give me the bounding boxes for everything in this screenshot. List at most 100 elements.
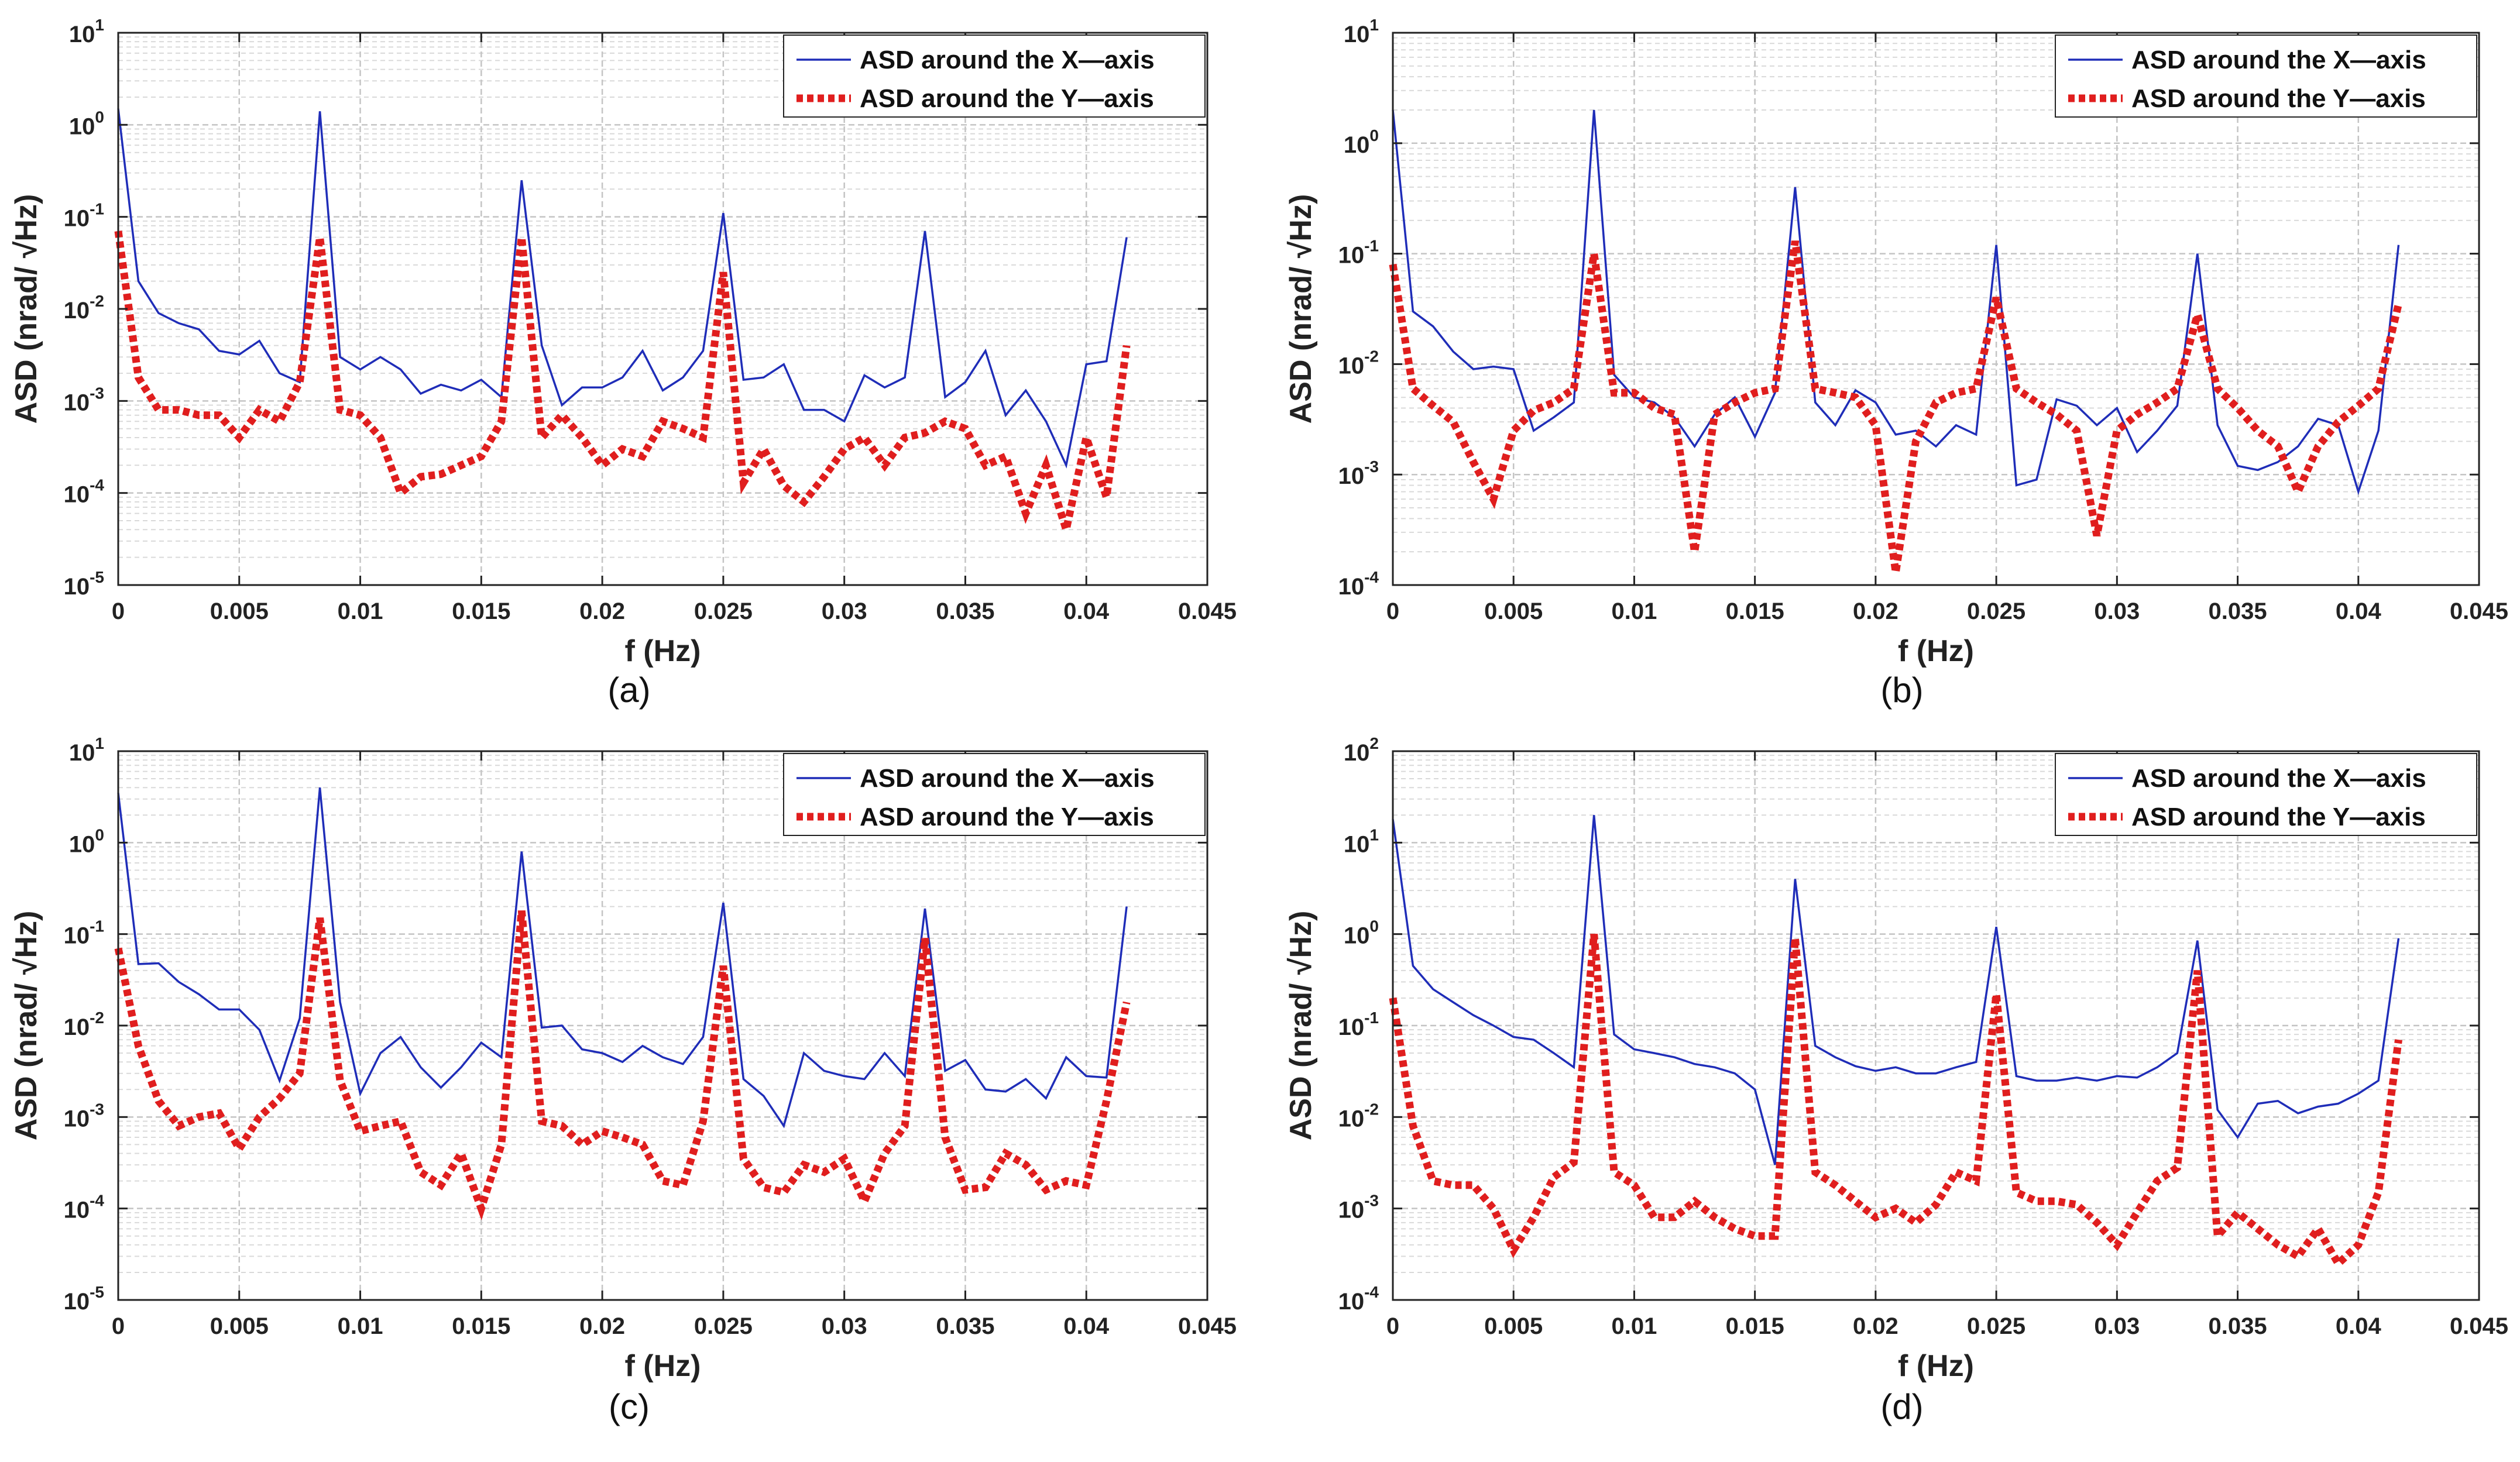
legend-label: ASD around the X—axis [2131,46,2426,74]
grid [118,751,1207,1300]
x-tick-label: 0.035 [2209,1313,2267,1339]
x-tick-label: 0.02 [1853,1313,1898,1339]
y-axis-label: ASD (nrad/ √Hz) [1284,911,1318,1141]
legend: ASD around the X—axis ASD around the Y—ax… [2055,35,2477,118]
y-tick-label: 10-4 [1338,568,1379,600]
x-tick-label: 0.045 [1178,598,1237,624]
series-line-y-axis [1389,240,2402,573]
x-axis: 0 0.005 0.01 0.015 0.02 0.025 0.03 0.035 0.04 0.0… [112,33,1237,624]
chart-panel-b: 0 0.005 0.01 0.015 0.02 0.025 0.03 0.035 0.04 0.0… [1284,16,2508,710]
x-tick-label: 0.015 [1726,1313,1784,1339]
chart-panel-d: 0 0.005 0.01 0.015 0.02 0.025 0.03 0.035 0.04 0.0… [1284,734,2508,1426]
y-tick-label: 10-3 [64,1100,104,1131]
y-tick-label: 10-1 [1338,237,1379,269]
y-tick-label: 10-1 [64,917,104,949]
y-tick-label: 10-4 [64,1192,105,1223]
y-tick-label: 10-2 [1338,1100,1379,1131]
legend-box [783,753,1206,836]
legend-label: ASD around the Y—axis [860,803,1154,831]
x-axis-label: f (Hz) [1898,1349,1974,1383]
x-tick-label: 0.005 [1484,598,1543,624]
chart-panel-a: 0 0.005 0.01 0.015 0.02 0.025 0.03 0.035 0.04 0.0… [9,16,1237,710]
legend-label: ASD around the Y—axis [2131,803,2426,831]
y-tick-label: 10-5 [64,1283,104,1315]
x-axis-label: f (Hz) [625,1349,701,1383]
y-tick-label: 10-1 [1338,1009,1379,1040]
axis-frame [1392,32,2480,586]
x-tick-label: 0.04 [1063,598,1110,624]
x-tick-label: 0.03 [822,1313,867,1339]
x-axis: 0 0.005 0.01 0.015 0.02 0.025 0.03 0.035 0.04 0.0… [112,751,1237,1339]
series-line-y-axis [114,910,1131,1220]
x-tick-label: 0.01 [1612,1313,1657,1339]
legend-label: ASD around the Y—axis [2131,84,2426,113]
panel-caption: (c) [609,1387,650,1426]
legend-box [2055,753,2477,836]
y-tick-label: 10-4 [64,476,105,508]
y-axis: 10-5 10-4 10-3 10-2 10-1 100 101 [64,16,1207,600]
grid [1393,751,2479,1300]
x-tick-label: 0.005 [210,598,269,624]
x-tick-label: 0.02 [1853,598,1898,624]
x-tick-label: 0.04 [2336,1313,2382,1339]
x-tick-label: 0 [1386,1313,1399,1339]
x-tick-label: 0.045 [2450,598,2508,624]
x-tick-label: 0.015 [452,598,510,624]
x-tick-label: 0.01 [338,598,383,624]
legend-label: ASD around the X—axis [860,764,1155,793]
x-axis-label: f (Hz) [625,634,701,668]
series-line-x-axis [1392,815,2400,1165]
legend: ASD around the X—axis ASD around the Y—ax… [783,35,1206,118]
x-tick-label: 0.035 [936,598,994,624]
y-axis-label: ASD (nrad/ √Hz) [9,911,43,1141]
x-tick-label: 0.04 [2336,598,2382,624]
panel-caption: (b) [1880,670,1923,710]
legend-label: ASD around the Y—axis [860,84,1154,113]
x-tick-label: 0.03 [2094,1313,2140,1339]
legend-box [2055,35,2477,118]
x-tick-label: 0.025 [694,598,753,624]
x-tick-label: 0.025 [1967,1313,2025,1339]
x-tick-label: 0.045 [2450,1313,2508,1339]
x-tick-label: 0.045 [1178,1313,1237,1339]
x-tick-label: 0.025 [694,1313,753,1339]
y-tick-label: 100 [69,108,104,139]
y-tick-label: 101 [1344,825,1379,857]
x-tick-label: 0.01 [1612,598,1657,624]
y-axis: 10-4 10-3 10-2 10-1 100 101 102 [1338,734,2479,1315]
y-axis: 10-4 10-3 10-2 10-1 100 101 [1338,16,2479,600]
y-axis-label: ASD (nrad/ √Hz) [1284,194,1318,424]
legend: ASD around the X—axis ASD around the Y—ax… [2055,753,2477,836]
x-tick-label: 0.025 [1967,598,2025,624]
legend-label: ASD around the X—axis [2131,764,2426,793]
x-tick-label: 0.04 [1063,1313,1110,1339]
y-tick-label: 10-1 [64,200,104,232]
y-axis-label: ASD (nrad/ √Hz) [9,194,43,424]
y-tick-label: 101 [1344,16,1379,47]
y-tick-label: 10-2 [1338,347,1379,379]
panel-caption: (d) [1880,1387,1923,1426]
x-tick-label: 0 [112,598,125,624]
y-tick-label: 10-2 [64,1009,104,1040]
y-tick-label: 10-3 [64,384,104,415]
y-axis: 10-5 10-4 10-3 10-2 10-1 100 101 [64,734,1207,1315]
y-tick-label: 101 [69,734,104,766]
legend-box [783,35,1206,118]
y-tick-label: 10-3 [1338,1192,1379,1223]
legend: ASD around the X—axis ASD around the Y—ax… [783,753,1206,836]
legend-label: ASD around the X—axis [860,46,1155,74]
x-axis: 0 0.005 0.01 0.015 0.02 0.025 0.03 0.035 0.04 0.0… [1386,751,2508,1339]
y-tick-label: 10-2 [64,292,104,324]
x-tick-label: 0.035 [2209,598,2267,624]
y-tick-label: 100 [69,825,104,857]
x-tick-label: 0.02 [579,598,625,624]
panel-caption: (a) [607,670,650,710]
y-tick-label: 102 [1344,734,1379,766]
x-tick-label: 0.015 [452,1313,510,1339]
x-axis-label: f (Hz) [1898,634,1974,668]
series-line-x-axis [117,108,1128,469]
x-tick-label: 0 [1386,598,1399,624]
plot-area [1393,33,2479,585]
x-tick-label: 0.005 [1484,1313,1543,1339]
